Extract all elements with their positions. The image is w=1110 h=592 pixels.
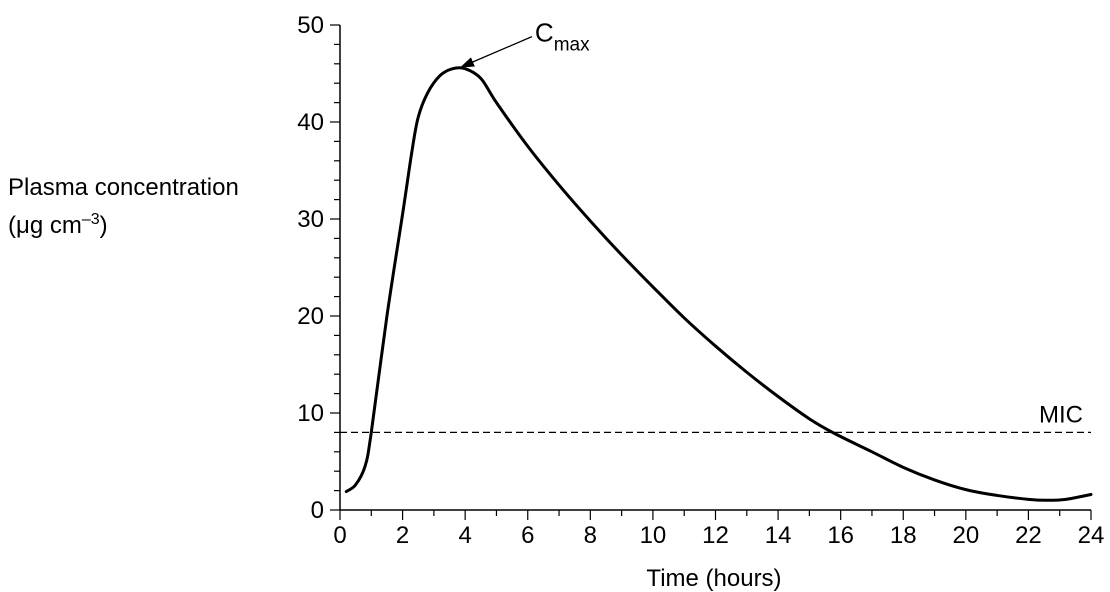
mic-label: MIC bbox=[1039, 401, 1083, 428]
x-tick-label: 20 bbox=[952, 522, 979, 549]
y-tick-label: 0 bbox=[311, 497, 324, 524]
cmax-arrow bbox=[460, 36, 533, 68]
x-tick-label: 12 bbox=[702, 522, 729, 549]
y-tick-label: 30 bbox=[297, 206, 324, 233]
plot-area: MIC Cmax bbox=[340, 18, 1093, 502]
y-axis-label-line1: Plasma concentration bbox=[8, 174, 239, 201]
y-tick-label: 40 bbox=[297, 109, 324, 136]
y-tick-label: 10 bbox=[297, 400, 324, 427]
axes bbox=[339, 25, 1091, 511]
x-tick-label: 4 bbox=[458, 522, 471, 549]
cmax-label-subscript: max bbox=[554, 35, 590, 56]
cmax-label-main: C bbox=[535, 18, 554, 48]
cmax-label: Cmax bbox=[535, 18, 590, 56]
x-tick-label: 14 bbox=[765, 522, 792, 549]
x-tick-label: 6 bbox=[521, 522, 534, 549]
x-tick-label: 10 bbox=[640, 522, 667, 549]
x-tick-label: 8 bbox=[584, 522, 597, 549]
x-tick-label: 24 bbox=[1078, 522, 1105, 549]
y-axis-label: Plasma concentration (μg cm–3) bbox=[8, 172, 239, 242]
plasma-concentration-curve bbox=[344, 66, 1093, 502]
x-tick-label: 16 bbox=[827, 522, 854, 549]
y-tick-label: 50 bbox=[297, 12, 324, 39]
x-axis-label: Time (hours) bbox=[646, 565, 781, 592]
x-tick-label: 2 bbox=[396, 522, 409, 549]
x-tick-label: 22 bbox=[1015, 522, 1042, 549]
y-axis-label-line2: (μg cm–3) bbox=[8, 211, 108, 239]
x-tick-label: 18 bbox=[890, 522, 917, 549]
y-tick-label: 20 bbox=[297, 303, 324, 330]
x-tick-label: 0 bbox=[333, 522, 346, 549]
